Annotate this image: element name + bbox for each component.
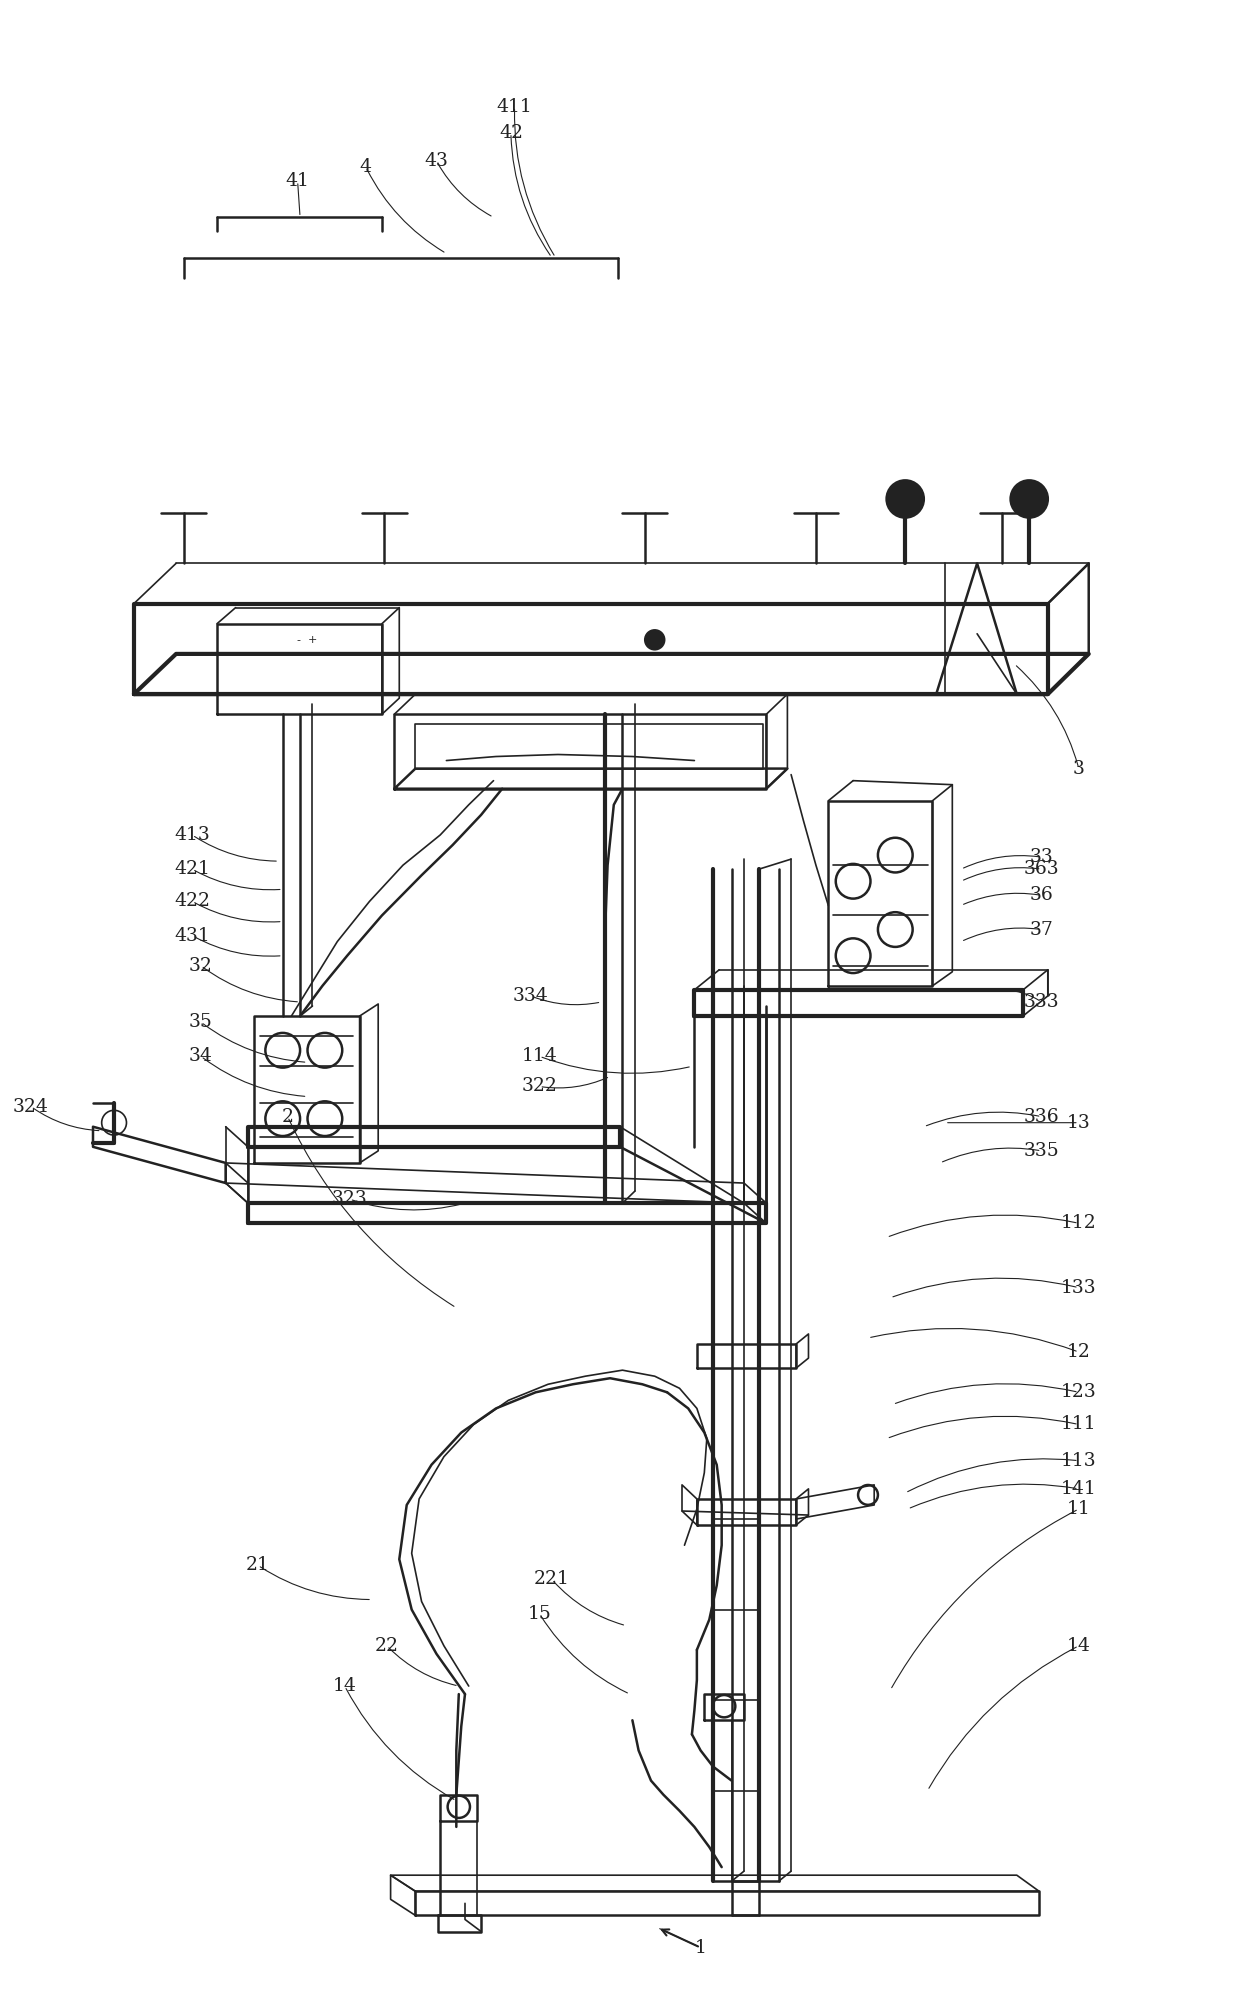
Text: 32: 32 <box>188 958 213 974</box>
Text: 123: 123 <box>1061 1384 1096 1400</box>
Text: 111: 111 <box>1061 1416 1096 1433</box>
Text: 113: 113 <box>1061 1453 1096 1469</box>
Text: 335: 335 <box>1024 1143 1059 1159</box>
Circle shape <box>645 630 665 650</box>
Text: 3: 3 <box>1073 761 1085 777</box>
Text: 22: 22 <box>374 1638 399 1654</box>
Text: 1: 1 <box>694 1940 707 1956</box>
Text: 13: 13 <box>1066 1115 1091 1131</box>
Text: 114: 114 <box>522 1048 557 1064</box>
Text: 413: 413 <box>175 827 210 843</box>
Text: 34: 34 <box>188 1048 213 1064</box>
Text: 11: 11 <box>1066 1501 1091 1517</box>
Text: 322: 322 <box>522 1078 557 1095</box>
Text: -  +: - + <box>298 636 317 644</box>
Text: 363: 363 <box>1024 861 1059 877</box>
Text: 334: 334 <box>513 988 548 1004</box>
Text: 133: 133 <box>1061 1280 1096 1296</box>
Text: 21: 21 <box>246 1557 270 1573</box>
Text: 37: 37 <box>1029 921 1054 938</box>
Text: 221: 221 <box>534 1571 569 1587</box>
Text: 336: 336 <box>1024 1109 1059 1125</box>
Text: 4: 4 <box>360 159 372 175</box>
Text: 421: 421 <box>175 861 210 877</box>
Text: 411: 411 <box>497 99 532 115</box>
Text: 323: 323 <box>332 1191 367 1207</box>
Text: 422: 422 <box>174 893 211 909</box>
Circle shape <box>1011 481 1048 517</box>
Text: 324: 324 <box>14 1099 48 1115</box>
Text: 14: 14 <box>1066 1638 1091 1654</box>
Text: 42: 42 <box>498 125 523 141</box>
Text: 2: 2 <box>281 1109 294 1125</box>
Text: 14: 14 <box>332 1678 357 1694</box>
Circle shape <box>887 481 924 517</box>
Text: 35: 35 <box>188 1014 213 1030</box>
Text: 112: 112 <box>1061 1215 1096 1231</box>
Text: 43: 43 <box>424 153 449 169</box>
Text: 15: 15 <box>527 1606 552 1622</box>
Text: 36: 36 <box>1029 887 1054 903</box>
Text: 41: 41 <box>285 173 310 189</box>
Text: 333: 333 <box>1024 994 1059 1010</box>
Text: 33: 33 <box>1029 849 1054 865</box>
Text: 141: 141 <box>1061 1481 1096 1497</box>
Text: 431: 431 <box>175 928 210 944</box>
Text: 12: 12 <box>1066 1344 1091 1360</box>
